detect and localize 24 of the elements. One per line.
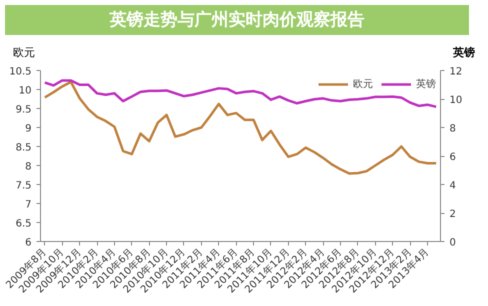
- y-tick-label: 7: [25, 199, 32, 210]
- y-axis-title: 欧元: [13, 45, 35, 61]
- legend-label: 英镑: [416, 78, 436, 91]
- y2-tick-label: 2: [450, 208, 456, 220]
- y-tick-label: 8: [25, 161, 32, 172]
- y2-tick-label: 0: [450, 237, 456, 248]
- line-series: [44, 80, 438, 175]
- y2-tick-label: 12: [450, 66, 462, 78]
- y2-axis-title: 英镑: [453, 45, 475, 61]
- legend-label: 欧元: [353, 78, 373, 91]
- y2-tick-label: 6: [450, 152, 456, 163]
- y-tick-label: 9.5: [16, 104, 32, 116]
- y2-tick-label: 4: [450, 180, 456, 192]
- y-tick-label: 6: [25, 237, 32, 248]
- chart-title: 英镑走势与广州实时肉价观察报告: [110, 9, 364, 32]
- y2-tick-label: 8: [450, 123, 456, 134]
- y2-tick-label: 10: [450, 94, 462, 106]
- line-series: [44, 79, 438, 108]
- y-tick-label: 10.5: [9, 66, 32, 78]
- y-tick-label: 6.5: [16, 218, 32, 230]
- y-tick-label: 7.5: [16, 180, 32, 192]
- y-tick-label: 10: [18, 85, 32, 96]
- y-tick-label: 9: [25, 123, 32, 134]
- y-tick-label: 8.5: [16, 142, 32, 154]
